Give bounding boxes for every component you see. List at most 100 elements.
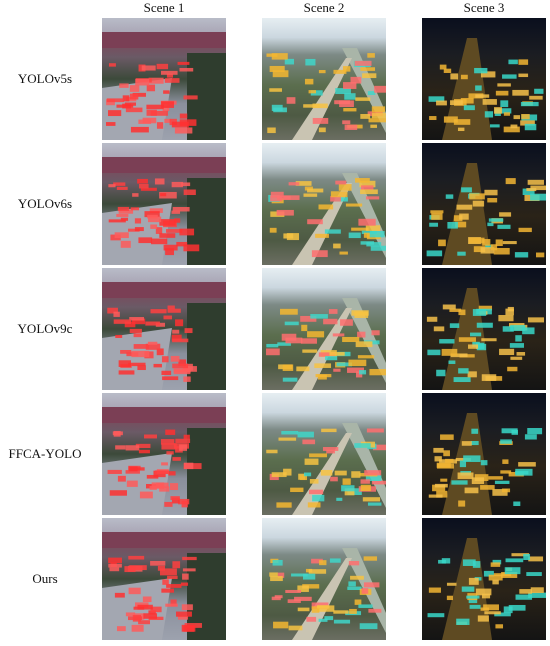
detection-box [333, 368, 341, 372]
detection-box [153, 363, 162, 368]
detection-box [436, 100, 447, 106]
detection-box [505, 558, 524, 563]
detection-box [358, 604, 373, 608]
detection-box [128, 362, 146, 367]
detection-box [426, 250, 443, 257]
detection-box [482, 239, 491, 246]
detection-box [443, 450, 450, 457]
result-image [422, 393, 546, 515]
detection-box [181, 604, 193, 611]
row-label: YOLOv6s [18, 196, 72, 211]
detection-box [138, 183, 149, 189]
detection-box [428, 494, 443, 498]
detection-box [165, 248, 175, 256]
detection-box [348, 232, 361, 239]
detection-box [502, 241, 517, 245]
detection-box [303, 104, 320, 108]
detection-box [498, 315, 514, 322]
detection-box [170, 496, 180, 500]
detection-box [271, 53, 288, 60]
detection-box [129, 93, 139, 100]
detection-box [368, 118, 386, 123]
detection-box [492, 489, 508, 496]
detection-box [113, 311, 120, 317]
detection-box [494, 107, 502, 114]
detection-box [277, 342, 291, 346]
detection-box [133, 344, 150, 349]
detection-box [474, 67, 488, 74]
detection-box [118, 209, 134, 214]
detection-box [170, 599, 177, 607]
detection-box [481, 338, 497, 342]
detection-box [534, 88, 544, 94]
detection-box [462, 559, 476, 566]
detection-box [166, 451, 174, 455]
detection-box [129, 328, 142, 334]
detection-box [276, 209, 294, 216]
detection-box [433, 326, 445, 332]
detection-box [359, 370, 367, 375]
detection-box [501, 428, 518, 434]
detection-box [508, 59, 518, 65]
detection-box [179, 444, 188, 451]
detection-box [176, 241, 188, 247]
detection-box [450, 100, 463, 106]
detection-box [520, 101, 539, 107]
lit-road [442, 38, 492, 140]
detection-box [307, 188, 324, 193]
detection-box [179, 113, 188, 119]
detection-box [505, 178, 516, 185]
detection-box [138, 237, 153, 244]
detection-box [162, 105, 170, 112]
detection-box [334, 100, 350, 105]
detection-box [340, 319, 353, 326]
detection-box [106, 122, 116, 126]
detection-box [172, 329, 180, 334]
detection-box [182, 568, 196, 572]
detection-box [515, 470, 529, 475]
building [102, 407, 226, 423]
detection-box [447, 221, 458, 229]
detection-box [159, 219, 176, 226]
detection-box [300, 475, 308, 481]
detection-box [436, 369, 446, 377]
detection-box [457, 251, 466, 256]
detection-box [266, 348, 280, 356]
detection-box [519, 589, 532, 594]
detection-box [472, 341, 480, 347]
detection-box [347, 488, 362, 495]
detection-box [118, 360, 131, 367]
detection-box [125, 107, 143, 113]
detection-box [475, 85, 482, 91]
detection-box [290, 487, 304, 493]
detection-box [175, 611, 192, 617]
detection-box [306, 616, 317, 622]
detection-box [360, 484, 371, 492]
detection-box [527, 428, 543, 435]
detection-box [507, 306, 514, 312]
detection-box [183, 462, 194, 470]
detection-box [512, 89, 529, 96]
column-header: Scene 2 [304, 0, 345, 15]
detection-box [359, 180, 376, 188]
detection-box [146, 104, 164, 110]
detection-box [175, 438, 191, 444]
detection-box [461, 187, 472, 193]
detection-box [339, 251, 348, 255]
detection-box [361, 588, 369, 594]
detection-box [318, 618, 328, 622]
detection-box [502, 74, 517, 79]
detection-box [159, 191, 177, 199]
detection-box [348, 560, 360, 566]
detection-box [161, 101, 175, 108]
detection-box [150, 606, 162, 613]
detection-box [109, 567, 120, 572]
detection-box [480, 247, 495, 254]
detection-box [108, 63, 116, 67]
lit-road [442, 413, 492, 515]
detection-box [494, 108, 512, 114]
detection-box [501, 572, 518, 578]
detection-box [315, 374, 332, 378]
detection-box [443, 68, 452, 73]
detection-box [155, 470, 169, 474]
